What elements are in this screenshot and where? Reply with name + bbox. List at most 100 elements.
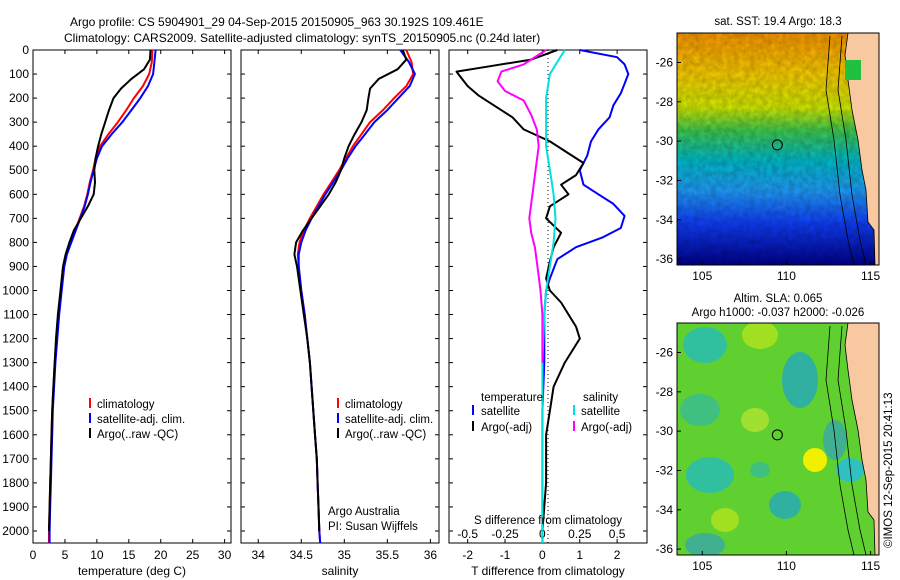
lon-tick-label: 115 bbox=[861, 269, 880, 283]
series-line-climatology bbox=[48, 49, 154, 543]
lat-tick-label: -36 bbox=[656, 542, 674, 556]
lat-tick-label: -34 bbox=[656, 503, 674, 517]
x-tick-label: 34.5 bbox=[290, 548, 314, 562]
lat-tick-label: -26 bbox=[656, 345, 674, 359]
series-line-argo-raw-qc- bbox=[48, 49, 152, 532]
legend-label: Argo(-adj) bbox=[581, 422, 632, 434]
x-tick-label: 20 bbox=[154, 548, 168, 562]
difference-panel: -2 -1 0 1 2-0.5 -0.25 0 0.25 0.5 T difference fr… bbox=[448, 49, 648, 578]
legend-label: satellite-adj. clim. bbox=[345, 414, 433, 426]
x-tick-label: -1 bbox=[500, 548, 511, 562]
x-tick-label: 1 bbox=[576, 548, 583, 562]
sla-map-title: Altim. SLA: 0.065 bbox=[734, 293, 823, 305]
annotation-institution: Argo Australia bbox=[328, 506, 400, 518]
x-tick-label: 0 bbox=[539, 548, 546, 562]
legend-label: Argo(-adj) bbox=[481, 422, 532, 434]
x-tick-label: -2 bbox=[462, 548, 473, 562]
legend-label: climatology bbox=[97, 399, 155, 411]
header-line-2: Climatology: CARS2009. Satellite-adjuste… bbox=[64, 31, 540, 45]
x-tick-label: 10 bbox=[90, 548, 104, 562]
legend-title-salinity: salinity bbox=[583, 392, 618, 404]
legend-label: climatology bbox=[345, 399, 403, 411]
y-tick-label: 600 bbox=[9, 187, 29, 201]
y-tick-label: 1900 bbox=[2, 500, 29, 514]
s-tick-label: -0.25 bbox=[491, 527, 519, 541]
coastal-warm-patch bbox=[845, 60, 861, 80]
y-tick-label: 400 bbox=[9, 139, 29, 153]
argo-float-marker bbox=[771, 139, 783, 151]
lat-tick-label: -36 bbox=[656, 252, 674, 266]
s-tick-label: -0.5 bbox=[457, 527, 478, 541]
y-tick-label: 1100 bbox=[3, 308, 29, 322]
s-tick-label: 0.25 bbox=[568, 527, 592, 541]
y-tick-label: 900 bbox=[9, 259, 29, 273]
series-line-t-argo-adj- bbox=[455, 49, 585, 532]
series-line-s-satellite bbox=[541, 49, 566, 543]
y-tick-label: 1700 bbox=[2, 452, 29, 466]
header-line-1: Argo profile: CS 5904901_29 04-Sep-2015 … bbox=[70, 15, 484, 29]
legend-label: Argo(..raw -QC) bbox=[97, 429, 178, 441]
y-tick-label: 1800 bbox=[2, 476, 29, 490]
x-tick-label: 36 bbox=[424, 548, 438, 562]
lat-tick-label: -26 bbox=[656, 55, 674, 69]
shelf-contour bbox=[837, 35, 867, 265]
x-tick-label: 25 bbox=[186, 548, 200, 562]
y-tick-label: 1200 bbox=[2, 332, 29, 346]
x-tick-label: 5 bbox=[62, 548, 69, 562]
x-tick-label: 15 bbox=[122, 548, 136, 562]
annotation-pi: PI: Susan Wijffels bbox=[328, 521, 418, 533]
y-tick-label: 1600 bbox=[2, 428, 29, 442]
depth-contour bbox=[825, 35, 855, 265]
lat-tick-label: -30 bbox=[656, 134, 674, 148]
coastline-australia bbox=[844, 323, 879, 555]
s-difference-xlabel: S difference from climatology bbox=[474, 515, 622, 527]
legend-label: satellite-adj. clim. bbox=[97, 414, 185, 426]
y-tick-label: 500 bbox=[9, 163, 29, 177]
t-difference-xlabel: T difference from climatology bbox=[471, 564, 625, 578]
sst-map-title: sat. SST: 19.4 Argo: 18.3 bbox=[714, 16, 841, 28]
difference-legend: temperature satellite Argo(-adj) salinit… bbox=[472, 392, 632, 434]
imos-timestamp: ©IMOS 12-Sep-2015 20:41:13 bbox=[883, 392, 895, 548]
y-tick-label: 2000 bbox=[2, 524, 29, 538]
y-tick-label: 1500 bbox=[2, 404, 29, 418]
lon-tick-label: 105 bbox=[692, 559, 712, 573]
series-line-argo-raw-qc- bbox=[293, 49, 408, 532]
lat-tick-label: -34 bbox=[656, 213, 674, 227]
s-tick-label: 0.5 bbox=[609, 527, 626, 541]
x-tick-label: 35.5 bbox=[376, 548, 400, 562]
y-tick-label: 300 bbox=[9, 115, 29, 129]
y-tick-label: 100 bbox=[9, 67, 29, 81]
y-tick-label: 800 bbox=[9, 235, 29, 249]
depth-contour bbox=[825, 325, 855, 555]
salinity-panel: 34 34.5 35 35.5 36 salinity climatology sate… bbox=[240, 49, 440, 578]
lat-tick-label: -28 bbox=[656, 385, 674, 399]
sst-map-panel: sat. SST: 19.4 Argo: 18.3 105 110 115 -26 -2… bbox=[656, 16, 881, 283]
sla-map-panel: Altim. SLA: 0.065 Argo h1000: -0.037 h20… bbox=[656, 293, 881, 573]
lat-tick-label: -32 bbox=[656, 463, 674, 477]
legend-label: satellite bbox=[581, 406, 620, 418]
temperature-xlabel: temperature (deg C) bbox=[78, 564, 186, 578]
y-tick-label: 1000 bbox=[2, 283, 29, 297]
argo-float-marker bbox=[771, 429, 783, 441]
series-line-satellite-adj-clim- bbox=[297, 49, 416, 544]
y-tick-label: 200 bbox=[9, 91, 29, 105]
lat-tick-label: -30 bbox=[656, 424, 674, 438]
x-tick-label: 34 bbox=[252, 548, 266, 562]
lon-tick-label: 110 bbox=[777, 559, 796, 573]
series-line-climatology bbox=[296, 49, 415, 544]
lon-tick-label: 110 bbox=[777, 269, 796, 283]
lon-tick-label: 105 bbox=[692, 269, 712, 283]
y-tick-label: 1400 bbox=[2, 380, 29, 394]
x-tick-label: 0 bbox=[30, 548, 37, 562]
series-line-s-argo-adj- bbox=[496, 49, 547, 363]
series-line-satellite-adj-clim- bbox=[48, 49, 157, 543]
x-tick-label: 2 bbox=[614, 548, 621, 562]
legend-title-temperature: temperature bbox=[481, 392, 543, 404]
salinity-xlabel: salinity bbox=[322, 564, 359, 578]
legend-label: satellite bbox=[481, 406, 520, 418]
y-tick-label: 0 bbox=[22, 43, 29, 57]
lon-tick-label: 115 bbox=[861, 559, 880, 573]
shelf-contour bbox=[837, 325, 867, 555]
y-tick-label: 700 bbox=[9, 211, 29, 225]
